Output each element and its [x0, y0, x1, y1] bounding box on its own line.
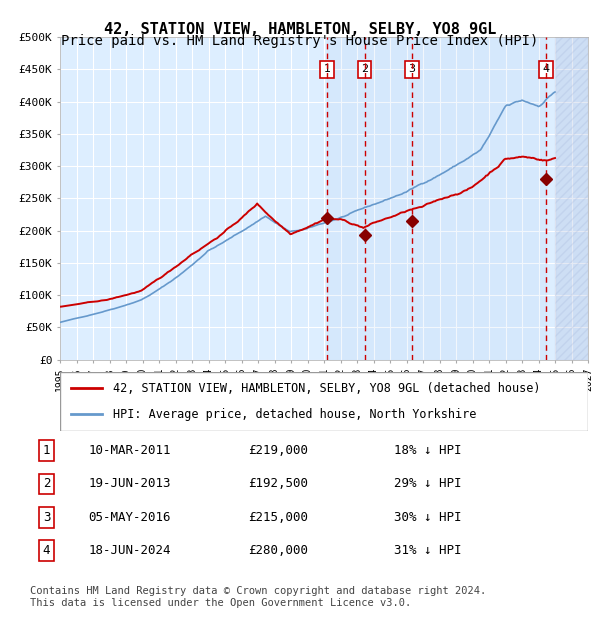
- Bar: [555, 37, 588, 360]
- Text: 18-JUN-2024: 18-JUN-2024: [88, 544, 170, 557]
- Text: Contains HM Land Registry data © Crown copyright and database right 2024.: Contains HM Land Registry data © Crown c…: [30, 586, 486, 596]
- Text: This data is licensed under the Open Government Licence v3.0.: This data is licensed under the Open Gov…: [30, 598, 411, 608]
- Text: 4: 4: [43, 544, 50, 557]
- Text: Price paid vs. HM Land Registry's House Price Index (HPI): Price paid vs. HM Land Registry's House …: [61, 34, 539, 48]
- Text: 30% ↓ HPI: 30% ↓ HPI: [394, 511, 461, 524]
- Text: 42, STATION VIEW, HAMBLETON, SELBY, YO8 9GL (detached house): 42, STATION VIEW, HAMBLETON, SELBY, YO8 …: [113, 382, 540, 395]
- Text: 4: 4: [542, 64, 550, 74]
- Text: £215,000: £215,000: [248, 511, 308, 524]
- Text: 29% ↓ HPI: 29% ↓ HPI: [394, 477, 461, 490]
- FancyBboxPatch shape: [60, 372, 588, 431]
- Text: 3: 3: [43, 511, 50, 524]
- Text: 10-MAR-2011: 10-MAR-2011: [88, 444, 170, 457]
- Text: 05-MAY-2016: 05-MAY-2016: [88, 511, 170, 524]
- Text: 19-JUN-2013: 19-JUN-2013: [88, 477, 170, 490]
- Text: £219,000: £219,000: [248, 444, 308, 457]
- Text: 2: 2: [361, 64, 368, 74]
- Text: 3: 3: [409, 64, 416, 74]
- Text: £192,500: £192,500: [248, 477, 308, 490]
- Text: 42, STATION VIEW, HAMBLETON, SELBY, YO8 9GL: 42, STATION VIEW, HAMBLETON, SELBY, YO8 …: [104, 22, 496, 37]
- Text: 1: 1: [43, 444, 50, 457]
- Text: 1: 1: [323, 64, 331, 74]
- Text: 2: 2: [43, 477, 50, 490]
- Text: 18% ↓ HPI: 18% ↓ HPI: [394, 444, 461, 457]
- Text: £280,000: £280,000: [248, 544, 308, 557]
- Text: 31% ↓ HPI: 31% ↓ HPI: [394, 544, 461, 557]
- Text: HPI: Average price, detached house, North Yorkshire: HPI: Average price, detached house, Nort…: [113, 408, 476, 421]
- Bar: [327, 37, 546, 360]
